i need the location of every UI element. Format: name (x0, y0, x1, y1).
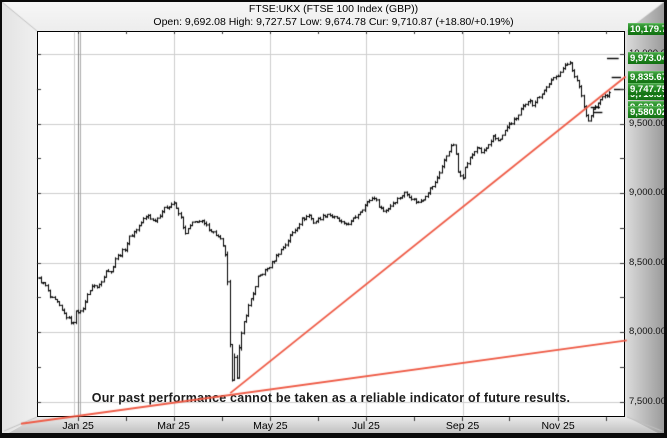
window-border-left (0, 0, 2, 438)
y-axis-label: 7,500.00 (629, 395, 666, 407)
disclaimer-text: Our past performance cannot be taken as … (91, 391, 571, 405)
price-level-label: 10,179.7 (628, 23, 665, 36)
chart-title: FTSE:UKX (FTSE 100 Index (GBP)) (248, 3, 419, 15)
price-level-label: 9,747.75 (628, 83, 665, 96)
x-axis-label: Mar 25 (157, 420, 190, 432)
y-axis-label: 8,500.00 (629, 256, 666, 268)
y-axis-label: 9,000.00 (629, 187, 666, 198)
window-border-bottom (0, 433, 667, 438)
x-axis-label: Sep 25 (445, 420, 480, 432)
chart-quote-line: Open: 9,692.08 High: 9,727.57 Low: 9,674… (153, 16, 514, 28)
window-border-top (0, 0, 667, 2)
price-level-label: 9,973.04 (628, 51, 665, 64)
x-axis-label: Nov 25 (541, 420, 575, 432)
y-axis-label: 9,500.00 (629, 117, 666, 129)
x-axis-label: May 25 (253, 420, 288, 432)
price-level-label: 9,835.67 (628, 70, 665, 83)
x-axis-label: Jan 25 (62, 420, 94, 432)
price-level-label: 9,580.02 (628, 106, 665, 119)
x-axis-label: Jul 25 (351, 420, 380, 432)
y-axis-label: 8,000.00 (629, 326, 666, 337)
